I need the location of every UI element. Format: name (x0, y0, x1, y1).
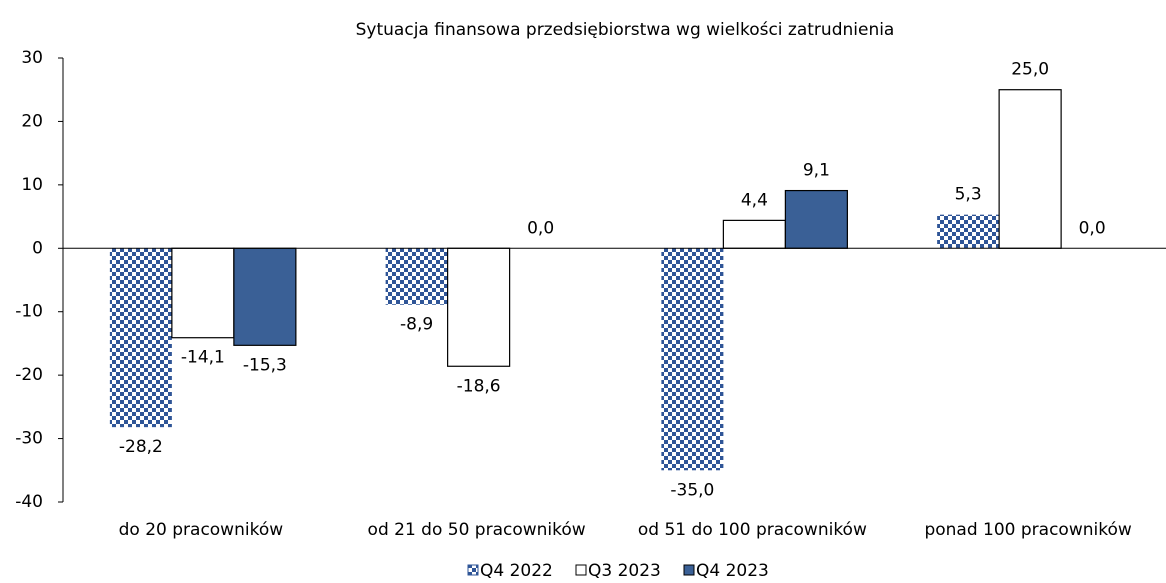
y-tick-label: -40 (15, 492, 43, 512)
chart-title: Sytuacja finansowa przedsiębiorstwa wg w… (356, 20, 895, 40)
value-label: -15,3 (243, 355, 287, 375)
bar (937, 214, 1000, 249)
y-tick-label: -20 (15, 365, 43, 385)
x-tick-label: do 20 pracowników (119, 520, 284, 540)
legend-swatch (467, 564, 479, 576)
value-label: -14,1 (181, 348, 225, 368)
bar (722, 219, 786, 249)
value-label: 9,1 (803, 161, 830, 181)
value-label: -28,2 (119, 437, 163, 457)
value-label: 0,0 (1079, 218, 1106, 238)
y-tick-label: 10 (21, 175, 43, 195)
y-tick-label: -10 (15, 302, 43, 322)
value-label: -18,6 (457, 376, 501, 396)
value-label: 0,0 (527, 218, 554, 238)
bar (233, 247, 297, 346)
y-tick-label: -30 (15, 429, 43, 449)
value-label: 5,3 (955, 185, 982, 205)
x-tick-label: od 51 do 100 pracowników (638, 520, 867, 540)
legend-label: Q3 2023 (588, 561, 661, 581)
legend-label: Q4 2023 (696, 561, 769, 581)
y-tick-label: 30 (21, 48, 43, 68)
value-label: -35,0 (670, 480, 714, 500)
legend-swatch (575, 564, 587, 576)
bar (385, 248, 448, 305)
value-label: 4,4 (741, 190, 768, 210)
value-label: -8,9 (400, 315, 433, 335)
bar (661, 248, 724, 471)
value-label: 25,0 (1011, 60, 1049, 80)
legend-swatch (683, 564, 695, 576)
x-tick-label: od 21 do 50 pracowników (368, 520, 586, 540)
bar (171, 247, 235, 339)
legend-label: Q4 2022 (480, 561, 553, 581)
bar (998, 89, 1062, 249)
y-tick-label: 20 (21, 111, 43, 131)
y-tick-label: 0 (32, 238, 43, 258)
bar (447, 247, 511, 367)
bar (784, 189, 848, 249)
x-tick-label: ponad 100 pracowników (924, 520, 1131, 540)
bar (109, 248, 172, 428)
